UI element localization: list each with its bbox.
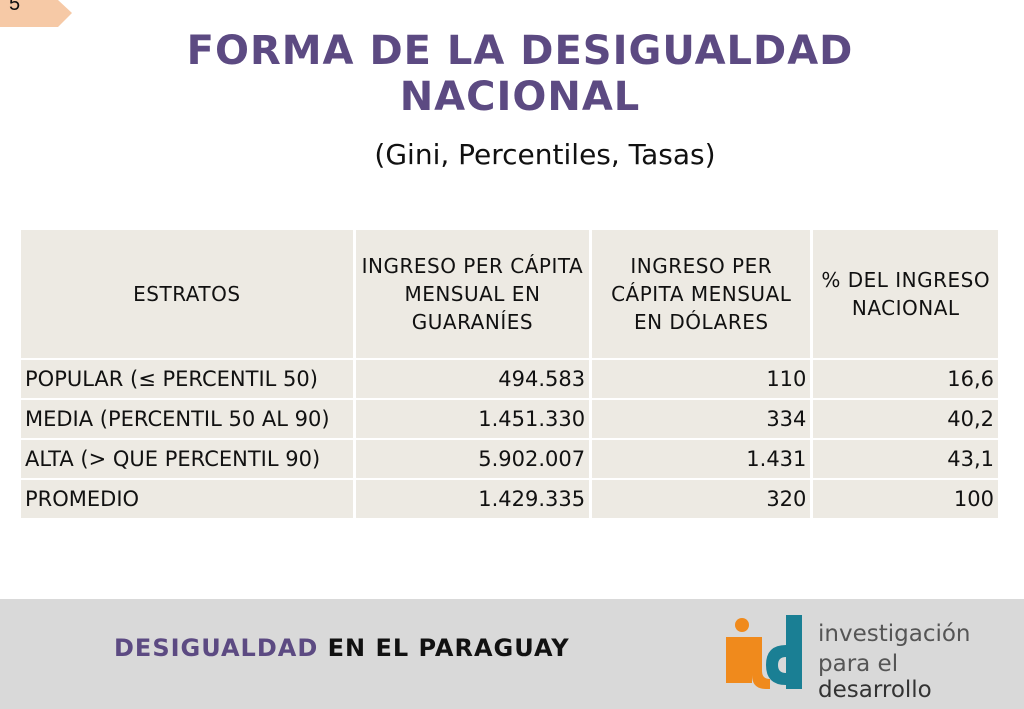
cell-porcentaje: 43,1	[813, 440, 998, 478]
header-ingreso-guaranies: INGRESO PER CÁPITA MENSUAL EN GUARANÍES	[355, 230, 590, 358]
cell-dolares: 334	[592, 400, 811, 438]
footer-title-accent: DESIGUALDAD	[114, 634, 319, 662]
cell-estrato: PROMEDIO	[21, 480, 353, 518]
header-porcentaje-ingreso: % DEL INGRESO NACIONAL	[813, 230, 998, 358]
id-logo-mark-icon	[726, 615, 802, 689]
slide-number-badge: 5	[0, 0, 72, 27]
table-row: POPULAR (≤ PERCENTIL 50) 494.583 110 16,…	[21, 360, 998, 398]
header-estratos: ESTRATOS	[21, 230, 353, 358]
page-subtitle: (Gini, Percentiles, Tasas)	[374, 138, 716, 171]
cell-dolares: 1.431	[592, 440, 811, 478]
table-row: ALTA (> QUE PERCENTIL 90) 5.902.007 1.43…	[21, 440, 998, 478]
cell-estrato: ALTA (> QUE PERCENTIL 90)	[21, 440, 353, 478]
cell-guaranies: 1.429.335	[355, 480, 590, 518]
cell-guaranies: 1.451.330	[355, 400, 590, 438]
footer-title: DESIGUALDAD EN EL PARAGUAY	[114, 634, 570, 662]
slide-number: 5	[9, 0, 21, 15]
header-ingreso-dolares: INGRESO PER CÁPITA MENSUAL EN DÓLARES	[592, 230, 811, 358]
cell-porcentaje: 100	[813, 480, 998, 518]
cell-estrato: POPULAR (≤ PERCENTIL 50)	[21, 360, 353, 398]
logo-text-line-2: para el desarrollo	[818, 651, 1012, 703]
organization-logo: investigación para el desarrollo	[722, 613, 1012, 703]
cell-guaranies: 5.902.007	[355, 440, 590, 478]
cell-guaranies: 494.583	[355, 360, 590, 398]
cell-dolares: 110	[592, 360, 811, 398]
footer-title-rest: EN EL PARAGUAY	[318, 634, 570, 662]
income-table: ESTRATOS INGRESO PER CÁPITA MENSUAL EN G…	[18, 228, 1001, 520]
cell-dolares: 320	[592, 480, 811, 518]
logo-text-para-el: para el	[818, 651, 899, 677]
table-row: MEDIA (PERCENTIL 50 AL 90) 1.451.330 334…	[21, 400, 998, 438]
page-title: FORMA DE LA DESIGUALDAD NACIONAL	[186, 28, 854, 120]
table-header-row: ESTRATOS INGRESO PER CÁPITA MENSUAL EN G…	[21, 230, 998, 358]
footer-band: DESIGUALDAD EN EL PARAGUAY investigación…	[0, 599, 1024, 709]
logo-text-line-1: investigación	[818, 621, 971, 647]
cell-estrato: MEDIA (PERCENTIL 50 AL 90)	[21, 400, 353, 438]
table-row: PROMEDIO 1.429.335 320 100	[21, 480, 998, 518]
logo-text-desarrollo: desarrollo	[818, 677, 932, 703]
cell-porcentaje: 16,6	[813, 360, 998, 398]
cell-porcentaje: 40,2	[813, 400, 998, 438]
